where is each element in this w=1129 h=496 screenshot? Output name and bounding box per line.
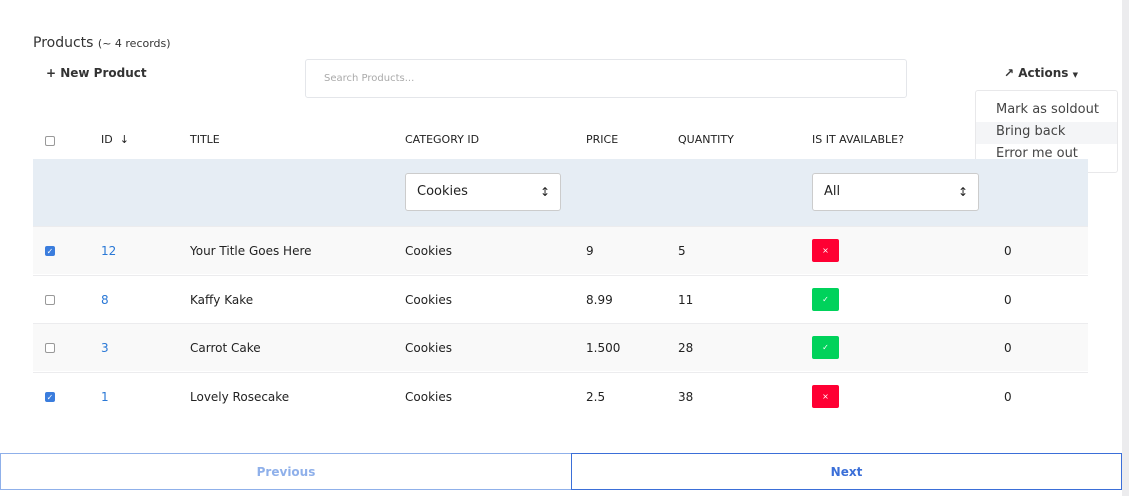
previous-page-button[interactable]: Previous [0, 453, 572, 490]
row-extra-value: 0 [1004, 389, 1012, 404]
category-filter-select[interactable]: Cookies ↕ [405, 173, 561, 211]
row-price: 8.99 [586, 292, 613, 307]
column-header-quantity[interactable]: QUANTITY [678, 133, 734, 146]
row-quantity: 28 [678, 341, 694, 355]
available-filter-select[interactable]: All ↕ [812, 173, 979, 211]
table-row: ✓ 1 Lovely Rosecake Cookies 2.5 38 × 0 [33, 371, 1088, 420]
select-all-checkbox[interactable] [45, 136, 55, 146]
row-price: 1.500 [586, 341, 621, 355]
column-header-price[interactable]: PRICE [586, 133, 619, 146]
column-header-id[interactable]: ID ↓ [101, 133, 129, 146]
filter-row: Cookies ↕ All ↕ [33, 159, 1088, 226]
column-header-category[interactable]: CATEGORY ID [405, 133, 480, 146]
available-check-icon: ✓ [812, 336, 839, 359]
row-price: 2.5 [586, 389, 606, 404]
unavailable-x-icon: × [812, 239, 839, 262]
hammer-icon: ↗ [1004, 66, 1015, 80]
page-title: Products (~ 4 records) [33, 35, 171, 51]
row-id-link[interactable]: 1 [101, 389, 109, 404]
column-header-title[interactable]: TITLE [190, 133, 220, 146]
row-title: Lovely Rosecake [190, 389, 290, 404]
table-row: 8 Kaffy Kake Cookies 8.99 11 ✓ 0 [33, 274, 1088, 323]
row-extra-value: 0 [1004, 244, 1012, 258]
menu-item-mark-soldout[interactable]: Mark as soldout [996, 102, 1099, 117]
row-title: Carrot Cake [190, 341, 261, 355]
row-category: Cookies [405, 244, 452, 258]
menu-item-error-me-out[interactable]: Error me out [996, 146, 1078, 161]
row-title: Kaffy Kake [190, 292, 254, 307]
available-check-icon: ✓ [812, 287, 839, 311]
row-category: Cookies [405, 292, 452, 307]
sort-arrow-down-icon: ↓ [119, 133, 129, 146]
row-quantity: 5 [678, 244, 686, 258]
row-checkbox[interactable]: ✓ [45, 391, 55, 402]
row-price: 9 [586, 244, 594, 258]
row-quantity: 11 [678, 292, 694, 307]
row-id-link[interactable]: 3 [101, 341, 109, 355]
select-arrows-icon: ↕ [957, 185, 968, 199]
actions-dropdown-button[interactable]: ↗ Actions ▼ [1004, 66, 1079, 80]
table-row: ✓ 12 Your Title Goes Here Cookies 9 5 × … [33, 226, 1088, 274]
row-title: Your Title Goes Here [190, 244, 312, 258]
table-row: 3 Carrot Cake Cookies 1.500 28 ✓ 0 [33, 323, 1088, 371]
row-extra-value: 0 [1004, 292, 1012, 307]
row-quantity: 38 [678, 389, 694, 404]
row-extra-value: 0 [1004, 341, 1012, 355]
menu-item-bring-back[interactable]: Bring back [976, 122, 1117, 144]
row-category: Cookies [405, 389, 452, 404]
new-product-button[interactable]: + New Product [46, 66, 147, 80]
row-checkbox[interactable] [45, 294, 55, 305]
column-header-available[interactable]: IS IT AVAILABLE? [812, 133, 904, 146]
unavailable-x-icon: × [812, 384, 839, 408]
record-count: (~ 4 records) [97, 37, 171, 50]
select-arrows-icon: ↕ [539, 185, 550, 199]
row-category: Cookies [405, 341, 452, 355]
row-id-link[interactable]: 12 [101, 244, 117, 258]
row-checkbox[interactable] [45, 343, 55, 353]
caret-down-icon: ▼ [1072, 71, 1079, 79]
search-input[interactable] [305, 59, 907, 98]
row-id-link[interactable]: 8 [101, 292, 109, 307]
next-page-button[interactable]: Next [571, 453, 1122, 490]
row-checkbox[interactable]: ✓ [45, 246, 55, 256]
